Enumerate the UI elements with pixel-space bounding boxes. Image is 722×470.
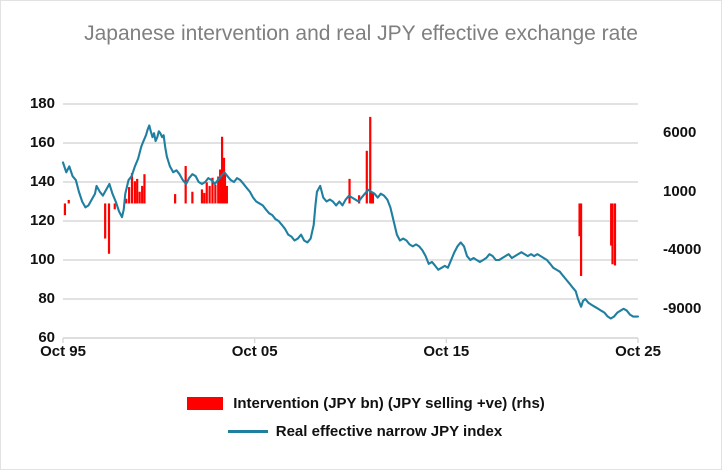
intervention-bar: [191, 191, 194, 204]
intervention-bar: [225, 185, 228, 204]
intervention-bar: [610, 203, 613, 246]
legend-swatch-wrap: [222, 429, 274, 433]
intervention-bar: [369, 116, 372, 204]
intervention-bar: [365, 150, 368, 204]
y-axis-left-tick-label: 60: [38, 329, 55, 346]
intervention-bar: [141, 185, 144, 204]
intervention-bar: [211, 177, 214, 204]
intervention-bar: [104, 203, 107, 239]
y-axis-right-tick-label: -4000: [663, 241, 702, 259]
intervention-bar: [223, 174, 227, 204]
intervention-bar: [220, 136, 224, 204]
y-axis-left-tick-label: 100: [29, 251, 55, 268]
legend-label-reer: Real effective narrow JPY index: [275, 422, 503, 440]
gridlines: [63, 103, 638, 339]
y-axis-right-tick-label: 6000: [663, 124, 697, 142]
y-axis-right-tick-label: 1000: [663, 182, 697, 200]
line-swatch-icon: [227, 429, 268, 433]
intervention-bars: [63, 116, 617, 276]
legend-item-intervention: Intervention (JPY bn) (JPY selling +ve) …: [1, 389, 721, 417]
intervention-bar: [370, 192, 373, 204]
chart-title: Japanese intervention and real JPY effec…: [84, 22, 638, 45]
intervention-bar: [214, 184, 217, 204]
y-axis-left-tick-label: 160: [29, 134, 55, 151]
intervention-bar: [611, 203, 614, 265]
y-axis-left-tick-label: 120: [29, 212, 55, 229]
intervention-bar: [613, 203, 617, 266]
intervention-bar: [203, 192, 206, 204]
x-axis-tick-label: Oct 25: [615, 343, 661, 360]
y-axis-left-tick-label: 180: [29, 95, 55, 112]
axis-lines: [62, 337, 639, 343]
intervention-bar: [143, 174, 146, 204]
intervention-bar: [208, 185, 211, 204]
intervention-bar: [107, 203, 111, 254]
x-axis-tick-label: Oct 05: [231, 343, 278, 360]
intervention-bar: [348, 178, 351, 204]
intervention-bar: [113, 203, 116, 210]
intervention-bar: [578, 203, 581, 237]
y-axis-left-tick-label: 80: [38, 290, 55, 307]
intervention-bar: [205, 182, 208, 204]
intervention-bar: [63, 203, 67, 216]
intervention-bar: [67, 199, 70, 204]
x-axis-tick-label: Oct 15: [423, 343, 470, 360]
legend-item-reer: Real effective narrow JPY index: [1, 417, 721, 445]
intervention-bar: [130, 173, 134, 204]
y-axis-right-tick-label: -9000: [663, 299, 702, 317]
legend-label-intervention: Intervention (JPY bn) (JPY selling +ve) …: [233, 394, 545, 412]
intervention-bar: [217, 176, 220, 204]
bar-swatch-icon: [187, 396, 224, 410]
intervention-bar: [219, 169, 222, 204]
intervention-bar: [128, 187, 131, 204]
intervention-bar: [579, 203, 583, 276]
reer-line: [61, 124, 640, 320]
intervention-bar: [136, 178, 139, 204]
intervention-bar: [371, 192, 375, 204]
intervention-bar: [174, 194, 177, 204]
x-axis-tick-label: Oct 95: [40, 343, 86, 360]
intervention-bar: [125, 198, 128, 204]
y-axis-left-tick-label: 140: [29, 173, 55, 190]
chart-legend: Intervention (JPY bn) (JPY selling +ve) …: [1, 389, 721, 445]
intervention-bar: [133, 181, 136, 204]
legend-swatch-wrap: [179, 396, 231, 410]
intervention-bar: [200, 189, 204, 204]
intervention-bar: [138, 191, 141, 204]
